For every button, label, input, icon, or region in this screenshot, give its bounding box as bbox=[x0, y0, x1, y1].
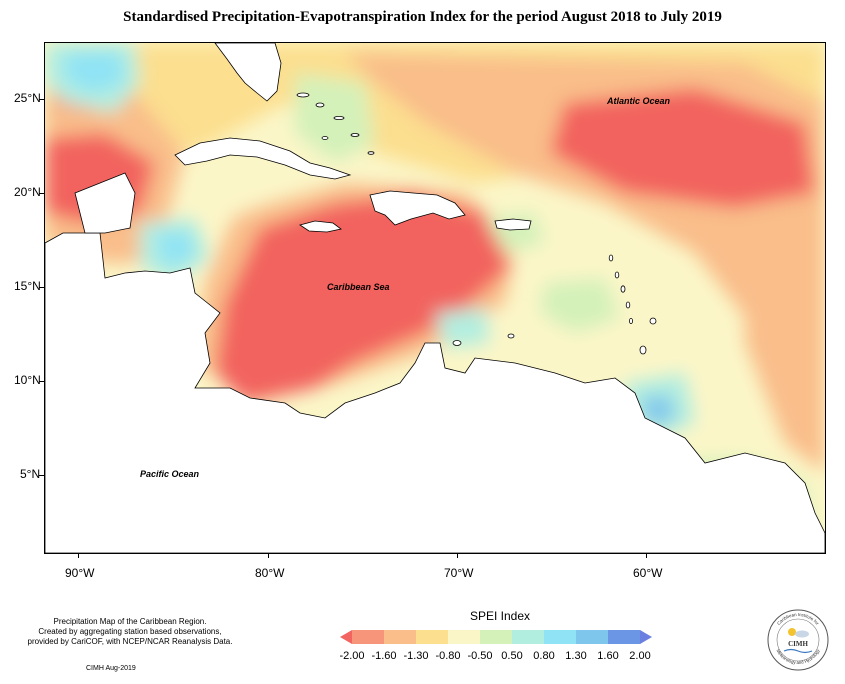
pacific-ocean-label: Pacific Ocean bbox=[140, 469, 200, 479]
legend-swatch bbox=[544, 630, 577, 644]
legend-swatch bbox=[512, 630, 545, 644]
spei-map-svg: Atlantic Ocean Caribbean Sea Pacific Oce… bbox=[45, 43, 825, 553]
lat-tick bbox=[39, 475, 44, 476]
cimh-logo: Caribbean Institute for Meteorology and … bbox=[767, 609, 829, 671]
lon-tick bbox=[457, 553, 458, 558]
lat-label-25n: 25°N bbox=[14, 91, 41, 105]
footer-line-2: Created by aggregating station based obs… bbox=[38, 627, 222, 636]
legend-tick-label: -1.60 bbox=[371, 650, 397, 662]
footer-line-1: Precipitation Map of the Caribbean Regio… bbox=[53, 617, 207, 626]
legend-title: SPEI Index bbox=[469, 609, 531, 623]
footer-line-3: provided by CariCOF, with NCEP/NCAR Rean… bbox=[27, 637, 233, 646]
legend-swatch bbox=[384, 630, 417, 644]
legend-tick-label: -2.00 bbox=[339, 650, 365, 662]
lon-label-60w: 60°W bbox=[633, 566, 663, 580]
legend-tick-label: -0.80 bbox=[435, 650, 461, 662]
lon-tick bbox=[78, 553, 79, 558]
lat-label-10n: 10°N bbox=[14, 373, 41, 387]
legend-swatch bbox=[416, 630, 449, 644]
lon-label-70w: 70°W bbox=[444, 566, 474, 580]
legend-tick-label: 0.80 bbox=[533, 650, 555, 662]
spei-map: Atlantic Ocean Caribbean Sea Pacific Oce… bbox=[44, 42, 826, 554]
lat-tick bbox=[39, 381, 44, 382]
lat-label-15n: 15°N bbox=[14, 279, 41, 293]
wave-icon bbox=[783, 648, 813, 654]
lat-label-20n: 20°N bbox=[14, 185, 41, 199]
sun-icon bbox=[788, 628, 796, 636]
legend-tick-label: 1.30 bbox=[565, 650, 587, 662]
legend-swatch bbox=[576, 630, 609, 644]
legend-swatch bbox=[448, 630, 481, 644]
lat-tick bbox=[39, 287, 44, 288]
legend-swatch-high-end bbox=[640, 630, 652, 644]
legend-swatch bbox=[352, 630, 385, 644]
lon-tick bbox=[268, 553, 269, 558]
lat-tick bbox=[39, 193, 44, 194]
lat-tick bbox=[39, 99, 44, 100]
footer-notes: Precipitation Map of the Caribbean Regio… bbox=[14, 617, 246, 647]
lat-label-5n: 5°N bbox=[20, 467, 41, 481]
legend-ticks: -2.00 -1.60 -1.30 -0.80 -0.50 0.50 0.80 1.30 1.6… bbox=[339, 650, 650, 664]
legend-swatch bbox=[480, 630, 513, 644]
land-masses bbox=[45, 43, 825, 553]
lon-label-90w: 90°W bbox=[65, 566, 95, 580]
atlantic-ocean-label: Atlantic Ocean bbox=[606, 96, 671, 106]
legend-tick-label: 2.00 bbox=[629, 650, 651, 662]
legend-colorbar bbox=[340, 630, 652, 644]
caribbean-sea-label: Caribbean Sea bbox=[327, 282, 390, 292]
logo-name: CIMH bbox=[788, 640, 808, 648]
cloud-icon bbox=[795, 630, 809, 638]
legend-tick-label: -0.50 bbox=[467, 650, 493, 662]
lon-label-80w: 80°W bbox=[255, 566, 285, 580]
legend-swatch-low-end bbox=[340, 630, 352, 644]
map-title: Standardised Precipitation-Evapotranspir… bbox=[123, 9, 722, 25]
footer-credit: CIMH Aug-2019 bbox=[86, 665, 136, 672]
lon-tick bbox=[646, 553, 647, 558]
legend-swatch bbox=[608, 630, 641, 644]
legend-tick-label: 1.60 bbox=[597, 650, 619, 662]
legend-tick-label: 0.50 bbox=[501, 650, 523, 662]
legend-tick-label: -1.30 bbox=[403, 650, 429, 662]
